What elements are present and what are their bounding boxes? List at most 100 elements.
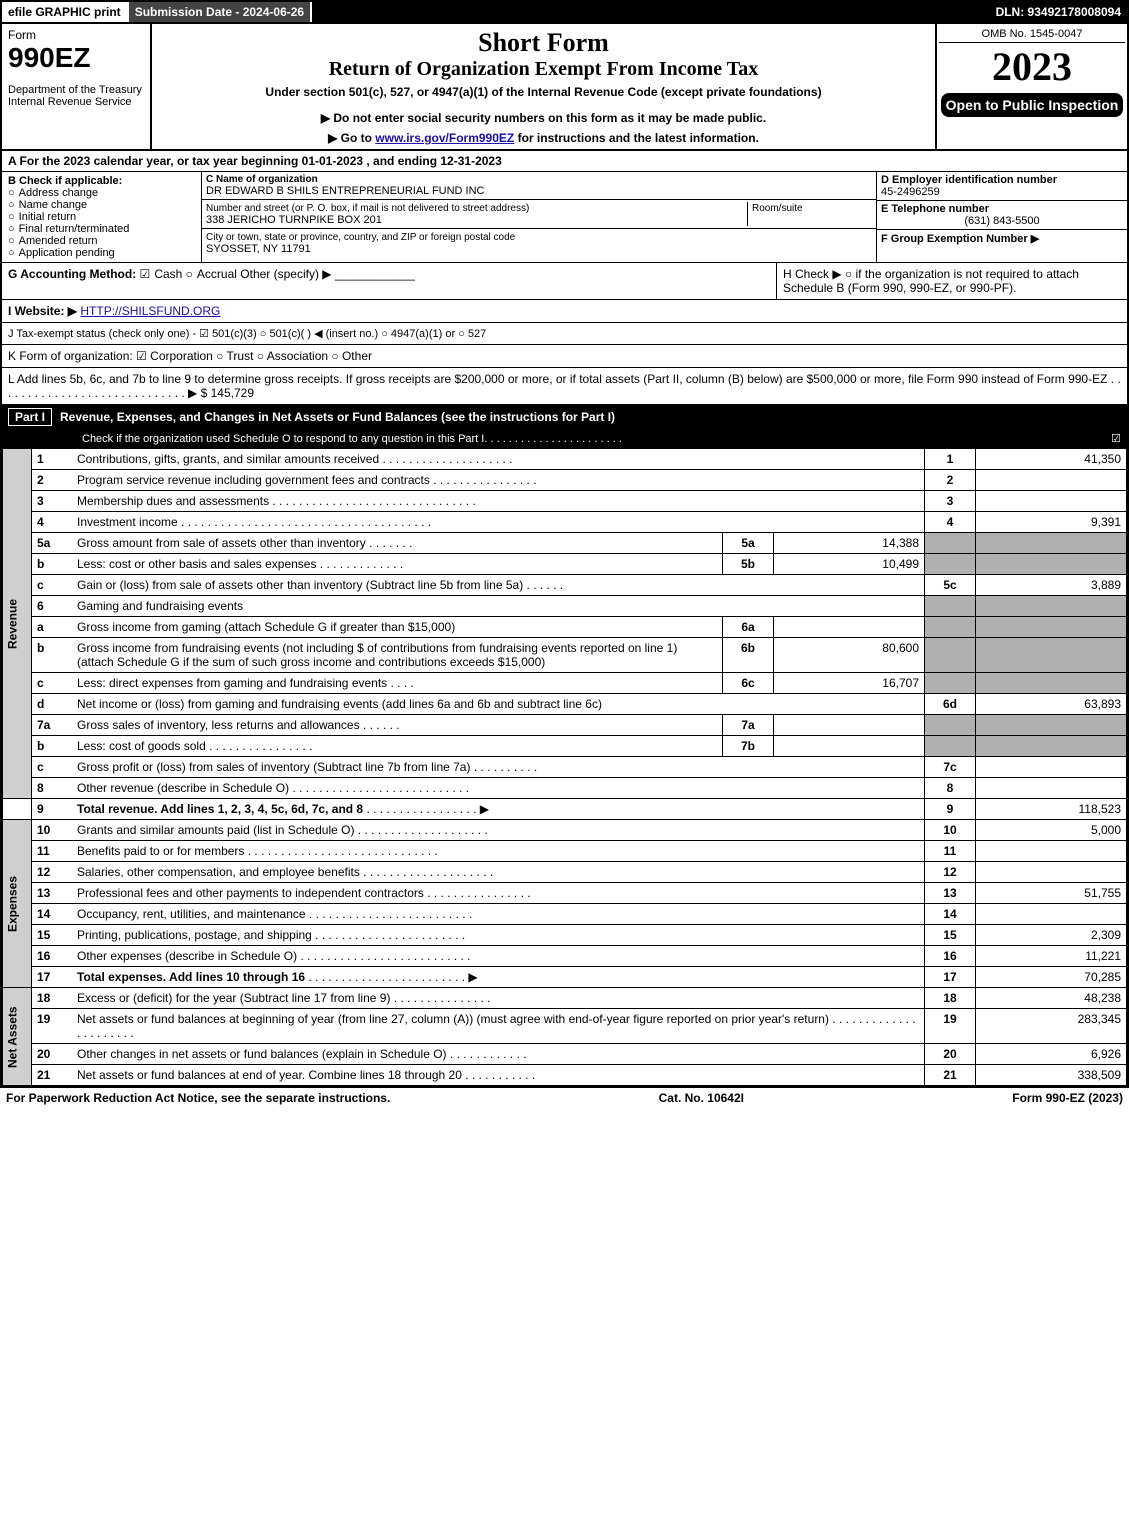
line-17-desc: Total expenses. Add lines 10 through 16 <box>77 970 305 984</box>
line-16-amt: 11,221 <box>976 946 1127 967</box>
line-11-num: 11 <box>32 841 73 862</box>
check-pending[interactable]: Application pending <box>8 247 195 259</box>
section-b-f: B Check if applicable: Address change Na… <box>2 172 1127 263</box>
line-13-num: 13 <box>32 883 73 904</box>
street-value: 338 JERICHO TURNPIKE BOX 201 <box>206 214 382 226</box>
line-6d-desc: Net income or (loss) from gaming and fun… <box>72 694 925 715</box>
line-9-amt: 118,523 <box>976 799 1127 820</box>
line-14-num: 14 <box>32 904 73 925</box>
room-label: Room/suite <box>752 203 803 214</box>
section-a: A For the 2023 calendar year, or tax yea… <box>2 151 1127 172</box>
line-10-box: 10 <box>925 820 976 841</box>
line-2-num: 2 <box>32 470 73 491</box>
line-6c-num: c <box>32 673 73 694</box>
line-5b-ibox: 5b <box>723 554 774 575</box>
section-k: K Form of organization: ☑ Corporation ○ … <box>2 345 1127 368</box>
line-3-box: 3 <box>925 491 976 512</box>
line-8-box: 8 <box>925 778 976 799</box>
line-21-amt: 338,509 <box>976 1065 1127 1086</box>
section-g: G Accounting Method: Cash Accrual Other … <box>2 263 777 299</box>
line-17-amt: 70,285 <box>976 967 1127 988</box>
form-number: 990EZ <box>8 42 144 74</box>
line-18-box: 18 <box>925 988 976 1009</box>
line-11-desc: Benefits paid to or for members <box>77 844 244 858</box>
section-b-label: B Check if applicable: <box>8 175 195 187</box>
line-14-desc: Occupancy, rent, utilities, and maintena… <box>77 907 306 921</box>
line-6d-num: d <box>32 694 73 715</box>
line-2-amt <box>976 470 1127 491</box>
line-14-amt <box>976 904 1127 925</box>
section-i: I Website: ▶ HTTP://SHILSFUND.ORG <box>2 300 1127 323</box>
name-label: C Name of organization <box>206 174 872 185</box>
phone-label: E Telephone number <box>881 203 1123 215</box>
line-5a-desc: Gross amount from sale of assets other t… <box>77 536 366 550</box>
line-21-num: 21 <box>32 1065 73 1086</box>
line-4-desc: Investment income <box>77 515 178 529</box>
line-10-desc: Grants and similar amounts paid (list in… <box>77 823 354 837</box>
line-9-num: 9 <box>32 799 73 820</box>
line-8-num: 8 <box>32 778 73 799</box>
line-5b-iamt: 10,499 <box>774 554 925 575</box>
line-19-num: 19 <box>32 1009 73 1044</box>
line-11-amt <box>976 841 1127 862</box>
line-21-desc: Net assets or fund balances at end of ye… <box>77 1068 462 1082</box>
ein-value: 45-2496259 <box>881 186 1123 198</box>
check-address-change[interactable]: Address change <box>8 187 195 199</box>
under-section: Under section 501(c), 527, or 4947(a)(1)… <box>158 85 929 99</box>
line-9-desc: Total revenue. Add lines 1, 2, 3, 4, 5c,… <box>77 802 363 816</box>
website-link[interactable]: HTTP://SHILSFUND.ORG <box>80 304 220 318</box>
line-20-box: 20 <box>925 1044 976 1065</box>
line-14-box: 14 <box>925 904 976 925</box>
form-title: Short Form <box>158 28 929 58</box>
line-5a-shade <box>925 533 976 554</box>
line-7c-num: c <box>32 757 73 778</box>
line-20-num: 20 <box>32 1044 73 1065</box>
line-3-amt <box>976 491 1127 512</box>
line-12-box: 12 <box>925 862 976 883</box>
irs-link[interactable]: www.irs.gov/Form990EZ <box>375 131 514 145</box>
submission-date: Submission Date - 2024-06-26 <box>129 2 312 22</box>
line-6a-iamt <box>774 617 925 638</box>
department: Department of the Treasury Internal Reve… <box>8 84 144 108</box>
efile-label: efile GRAPHIC print <box>2 2 129 22</box>
part1-label: Part I <box>8 408 52 426</box>
check-final-return[interactable]: Final return/terminated <box>8 223 195 235</box>
check-name-change[interactable]: Name change <box>8 199 195 211</box>
line-4-amt: 9,391 <box>976 512 1127 533</box>
line-6c-iamt: 16,707 <box>774 673 925 694</box>
line-15-num: 15 <box>32 925 73 946</box>
check-initial-return[interactable]: Initial return <box>8 211 195 223</box>
line-16-desc: Other expenses (describe in Schedule O) <box>77 949 297 963</box>
check-accrual[interactable]: Accrual <box>186 267 237 281</box>
line-5a-iamt: 14,388 <box>774 533 925 554</box>
line-1-amt: 41,350 <box>976 449 1127 470</box>
line-6-desc: Gaming and fundraising events <box>72 596 925 617</box>
line-7a-iamt <box>774 715 925 736</box>
line-7c-amt <box>976 757 1127 778</box>
section-h: H Check ▶ ○ if the organization is not r… <box>777 263 1127 299</box>
other-specify: Other (specify) ▶ <box>240 267 331 281</box>
line-5c-num: c <box>32 575 73 596</box>
check-cash[interactable]: Cash <box>140 267 183 281</box>
netassets-label: Net Assets <box>3 988 32 1086</box>
line-19-box: 19 <box>925 1009 976 1044</box>
line-4-box: 4 <box>925 512 976 533</box>
part1-table: Revenue 1 Contributions, gifts, grants, … <box>2 448 1127 1086</box>
instructions-note: ▶ Go to www.irs.gov/Form990EZ for instru… <box>158 131 929 145</box>
line-7c-box: 7c <box>925 757 976 778</box>
line-7b-iamt <box>774 736 925 757</box>
line-7c-desc: Gross profit or (loss) from sales of inv… <box>77 760 470 774</box>
line-6c-ibox: 6c <box>723 673 774 694</box>
org-name: DR EDWARD B SHILS ENTREPRENEURIAL FUND I… <box>206 185 872 197</box>
part1-header: Part I Revenue, Expenses, and Changes in… <box>2 405 1127 429</box>
form-header: Form 990EZ Department of the Treasury In… <box>2 24 1127 151</box>
line-5c-desc: Gain or (loss) from sale of assets other… <box>77 578 523 592</box>
line-20-desc: Other changes in net assets or fund bala… <box>77 1047 447 1061</box>
line-20-amt: 6,926 <box>976 1044 1127 1065</box>
line-5a-num: 5a <box>32 533 73 554</box>
line-6b-ibox: 6b <box>723 638 774 673</box>
check-amended[interactable]: Amended return <box>8 235 195 247</box>
line-6-num: 6 <box>32 596 73 617</box>
city-value: SYOSSET, NY 11791 <box>206 243 311 255</box>
line-5b-desc: Less: cost or other basis and sales expe… <box>77 557 316 571</box>
